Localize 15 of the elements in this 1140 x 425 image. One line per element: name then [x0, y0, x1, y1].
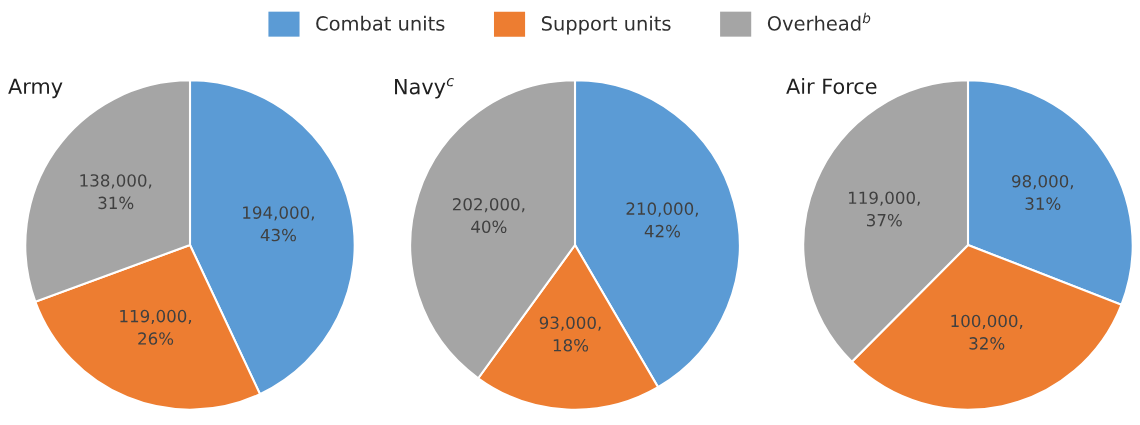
chart-title: Air Force [786, 78, 877, 95]
data-label: 202,000, 40% [452, 198, 525, 234]
legend-label: Overhead$^{b}$ [767, 12, 871, 31]
data-label: 98,000, 31% [1012, 174, 1073, 210]
data-label: 210,000, 42% [626, 202, 698, 238]
legend-label: Support units [541, 15, 671, 35]
data-label: 119,000, 26% [120, 309, 192, 345]
legend-label: Combat units [316, 15, 445, 31]
chart-title: Navy$^{c}$ [395, 78, 455, 99]
data-label: 194,000, 43% [243, 206, 314, 242]
data-label: 100,000, 32% [951, 314, 1023, 350]
data-label: 93,000, 18% [539, 316, 601, 352]
data-label: 119,000, 37% [848, 191, 920, 227]
text: Army [8, 78, 63, 99]
data-label: 138,000, 31% [80, 174, 152, 210]
